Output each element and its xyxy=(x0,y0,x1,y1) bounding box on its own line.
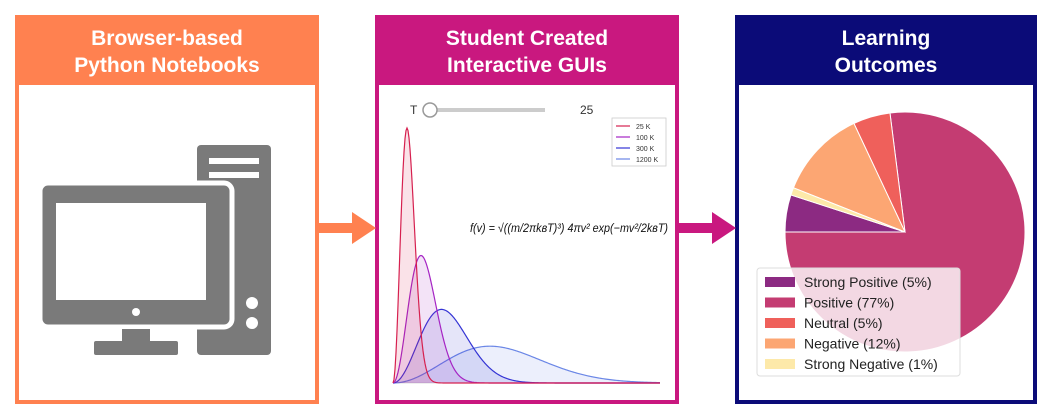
arrow xyxy=(679,212,736,244)
panel-header xyxy=(375,15,679,85)
slider-label: T xyxy=(410,103,418,117)
panel-title: Outcomes xyxy=(835,54,938,77)
legend-swatch xyxy=(765,318,795,328)
panel-title: Student Created xyxy=(446,27,608,50)
panel-title: Learning xyxy=(842,27,931,50)
legend-swatch xyxy=(765,338,795,349)
legend-label: Negative (12%) xyxy=(804,336,901,352)
legend-swatch xyxy=(765,277,795,287)
legend-label: 100 K xyxy=(636,135,655,142)
pie-slice xyxy=(790,187,906,233)
legend-label: 1200 K xyxy=(636,157,659,164)
computer-icon xyxy=(37,145,271,355)
legend-label: Neutral (5%) xyxy=(804,315,883,331)
legend-label: Positive (77%) xyxy=(804,295,894,311)
slider-value: 25 xyxy=(580,103,594,117)
legend-label: 300 K xyxy=(636,146,655,153)
distribution-area xyxy=(393,309,660,383)
panel-title: Python Notebooks xyxy=(74,54,260,77)
distribution-curve xyxy=(392,345,661,384)
panel-header xyxy=(735,15,1037,85)
panel-title: Browser-based xyxy=(91,27,243,50)
legend-box xyxy=(756,267,961,377)
legend-label: Strong Negative (1%) xyxy=(804,356,938,372)
legend-label: Strong Positive (5%) xyxy=(804,274,932,290)
distribution-curve xyxy=(392,126,660,384)
distribution-area xyxy=(393,346,660,383)
formula: f(v) = √((m/2πkʙT)³) 4πv² exp(−mv²/2kʙT) xyxy=(470,221,668,235)
arrow xyxy=(319,212,376,244)
panel-header xyxy=(15,15,319,85)
pie-slice xyxy=(792,122,906,233)
legend-swatch xyxy=(765,297,795,308)
panel-title: Interactive GUIs xyxy=(447,54,607,77)
legend-label: 25 K xyxy=(636,124,651,131)
slider-knob[interactable] xyxy=(422,102,438,118)
legend-swatch xyxy=(765,359,795,369)
distribution-area xyxy=(393,128,660,383)
distribution-area xyxy=(393,255,660,383)
